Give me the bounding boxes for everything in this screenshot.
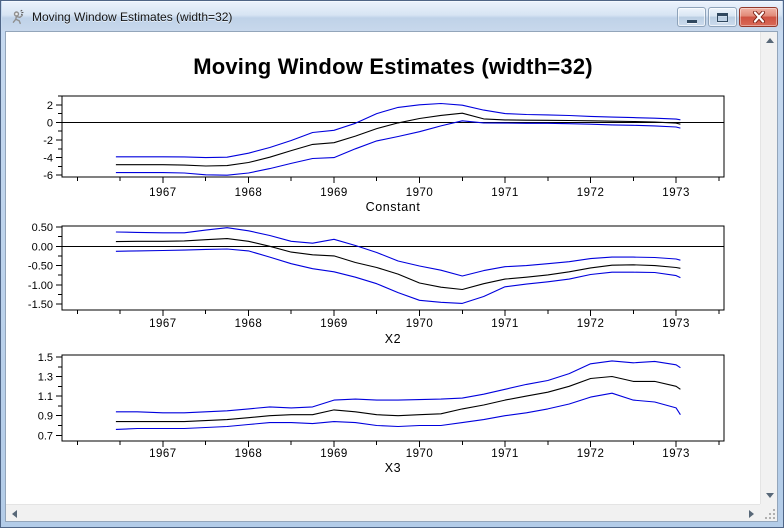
- svg-text:-2: -2: [43, 135, 53, 147]
- svg-text:1973: 1973: [662, 448, 690, 460]
- svg-text:1967: 1967: [149, 187, 177, 199]
- svg-text:1.5: 1.5: [38, 352, 53, 364]
- svg-text:0: 0: [47, 117, 53, 129]
- maximize-button[interactable]: [708, 7, 737, 27]
- chart-x3: 1.5 1.3 1.1 0.9 0.7 1967 1968 1969 1970 1971 1972 1…: [14, 352, 754, 483]
- scroll-down-button[interactable]: [761, 487, 778, 504]
- app-person-icon: [10, 9, 26, 25]
- svg-text:1973: 1973: [662, 318, 690, 330]
- svg-text:1970: 1970: [406, 318, 434, 330]
- svg-text:-6: -6: [43, 170, 53, 182]
- svg-text:1968: 1968: [235, 448, 263, 460]
- resize-grip-icon: [763, 507, 775, 519]
- minimize-button[interactable]: [677, 7, 706, 27]
- svg-text:1969: 1969: [320, 187, 348, 199]
- graph-sheet: Moving Window Estimates (width=32) 2 0 -2 -…: [6, 32, 760, 504]
- resize-grip[interactable]: [760, 504, 777, 521]
- window-title: Moving Window Estimates (width=32): [32, 9, 233, 24]
- scroll-up-button[interactable]: [761, 32, 778, 49]
- svg-text:X3: X3: [385, 461, 402, 475]
- svg-text:1969: 1969: [320, 318, 348, 330]
- svg-text:1967: 1967: [149, 318, 177, 330]
- chart-constant: 2 0 -2 -4 -6 1967 1968 1969 1970 1971 1972 1973 Cons…: [14, 92, 754, 221]
- svg-text:0.9: 0.9: [38, 411, 53, 423]
- left-arrow-icon: [12, 509, 17, 518]
- down-arrow-icon: [765, 493, 774, 498]
- titlebar[interactable]: Moving Window Estimates (width=32): [2, 1, 782, 31]
- vertical-scrollbar[interactable]: [760, 32, 777, 504]
- scroll-right-button[interactable]: [743, 505, 760, 522]
- svg-text:0.50: 0.50: [32, 222, 53, 234]
- svg-text:1972: 1972: [577, 318, 605, 330]
- svg-text:X2: X2: [385, 332, 402, 346]
- close-button[interactable]: [739, 7, 778, 27]
- svg-text:1968: 1968: [235, 318, 263, 330]
- svg-text:-1.50: -1.50: [28, 299, 53, 311]
- chart-x2: 0.50 0.00 -0.50 -1.00 -1.50 1967 1968 1969 1970 1…: [14, 222, 754, 353]
- up-arrow-icon: [765, 38, 774, 43]
- svg-text:1971: 1971: [491, 448, 519, 460]
- client-area: Moving Window Estimates (width=32) 2 0 -2 -…: [5, 31, 778, 522]
- svg-text:1973: 1973: [662, 187, 690, 199]
- svg-text:1972: 1972: [577, 448, 605, 460]
- caption-buttons: [677, 7, 778, 27]
- svg-text:-1.00: -1.00: [28, 280, 53, 292]
- svg-text:1967: 1967: [149, 448, 177, 460]
- page-title: Moving Window Estimates (width=32): [193, 54, 593, 79]
- close-icon: [752, 11, 765, 23]
- scroll-left-button[interactable]: [6, 505, 23, 522]
- svg-text:1968: 1968: [235, 187, 263, 199]
- svg-text:0.7: 0.7: [38, 430, 53, 442]
- svg-text:1971: 1971: [491, 187, 519, 199]
- svg-text:1.1: 1.1: [38, 391, 53, 403]
- right-arrow-icon: [749, 509, 754, 518]
- svg-text:Constant: Constant: [366, 200, 421, 214]
- svg-text:-4: -4: [43, 153, 53, 165]
- svg-text:0.00: 0.00: [32, 241, 53, 253]
- horizontal-scrollbar[interactable]: [6, 504, 760, 521]
- maximize-icon: [717, 12, 728, 22]
- svg-text:1969: 1969: [320, 448, 348, 460]
- svg-text:1970: 1970: [406, 448, 434, 460]
- minimize-icon: [686, 20, 697, 23]
- svg-text:1.3: 1.3: [38, 372, 53, 384]
- svg-text:2: 2: [47, 100, 53, 112]
- svg-text:1972: 1972: [577, 187, 605, 199]
- svg-text:1971: 1971: [491, 318, 519, 330]
- svg-text:-0.50: -0.50: [28, 261, 53, 273]
- svg-text:1970: 1970: [406, 187, 434, 199]
